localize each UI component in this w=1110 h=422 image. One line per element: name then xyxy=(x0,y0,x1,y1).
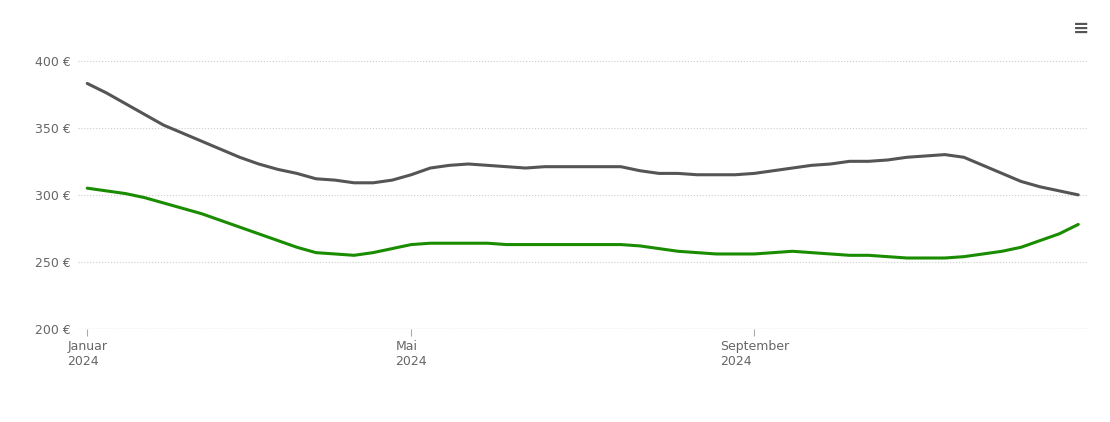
Text: ≡: ≡ xyxy=(1072,19,1089,38)
